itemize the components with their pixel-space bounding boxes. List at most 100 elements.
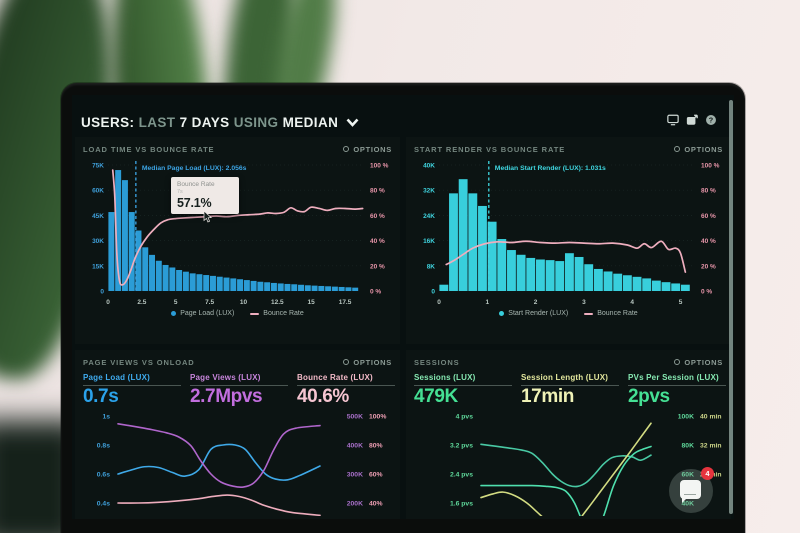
notification-badge: 4 — [701, 467, 714, 480]
svg-text:100 %: 100 % — [701, 163, 720, 170]
metric-bounce-rate: Bounce Rate (LUX) 40.6% — [297, 373, 395, 408]
svg-text:80 %: 80 % — [701, 188, 716, 195]
chat-bubble-icon — [680, 480, 701, 503]
svg-text:2.4 pvs: 2.4 pvs — [450, 472, 473, 479]
metric-value: 40.6% — [297, 386, 349, 407]
panel-title: START RENDER VS BOUNCE RATE — [414, 144, 566, 154]
svg-text:1s: 1s — [102, 414, 110, 421]
chevron-down-icon — [346, 118, 359, 127]
monitor-icon[interactable] — [667, 114, 679, 126]
metric-value: 17min — [521, 386, 574, 407]
svg-text:200K: 200K — [347, 501, 363, 508]
panel-start-render: START RENDER VS BOUNCE RATE OPTIONS 0 0 %… — [406, 137, 731, 344]
svg-text:40K: 40K — [423, 163, 435, 170]
dashboard-screen: USERS: LAST 7 DAYS USING MEDIAN ? LOAD T… — [72, 95, 734, 519]
chat-widget-button[interactable]: 4 — [669, 467, 714, 513]
legend-line-icon — [250, 312, 260, 315]
svg-text:100%: 100% — [369, 414, 386, 421]
metric-label: Page Load (LUX) — [83, 373, 181, 386]
legend-bounce-rate: Bounce Rate — [584, 310, 638, 317]
options-button[interactable]: OPTIONS — [343, 358, 392, 367]
svg-text:0 %: 0 % — [701, 289, 712, 296]
svg-text:3.2 pvs: 3.2 pvs — [450, 443, 473, 450]
svg-text:400K: 400K — [347, 443, 363, 450]
svg-text:300K: 300K — [347, 472, 363, 479]
panel-title: SESSIONS — [414, 357, 460, 367]
svg-text:24K: 24K — [423, 213, 435, 220]
legend-start-render: Start Render (LUX) — [499, 310, 568, 317]
svg-text:15: 15 — [308, 299, 316, 306]
svg-text:0 %: 0 % — [370, 289, 381, 296]
svg-text:0: 0 — [100, 289, 104, 296]
svg-text:40%: 40% — [369, 501, 383, 508]
users-filter-dropdown[interactable]: USERS: LAST 7 DAYS USING MEDIAN — [81, 115, 359, 130]
sessions-chart[interactable]: 4 pvs 100K 40 min 3.2 pvs 80K 32 min 2.4 pvs 60… — [411, 408, 727, 516]
help-icon[interactable]: ? — [705, 114, 717, 126]
options-button[interactable]: OPTIONS — [674, 358, 723, 367]
gear-icon — [343, 146, 350, 152]
metric-label: Session Length (LUX) — [521, 373, 619, 386]
svg-text:4 pvs: 4 pvs — [456, 414, 474, 421]
options-button[interactable]: OPTIONS — [343, 145, 392, 154]
svg-text:40 %: 40 % — [701, 238, 716, 245]
svg-text:60K: 60K — [682, 472, 695, 479]
svg-text:100 %: 100 % — [370, 163, 389, 170]
gear-icon — [343, 359, 350, 365]
svg-text:60%: 60% — [369, 472, 383, 479]
svg-text:32 min: 32 min — [700, 443, 722, 450]
panel-sessions: SESSIONS OPTIONS Sessions (LUX) 479K Ses… — [406, 350, 731, 519]
svg-text:5: 5 — [679, 299, 683, 306]
tooltip-value: 57.1% — [177, 196, 212, 210]
svg-text:8K: 8K — [427, 263, 436, 270]
svg-text:40 %: 40 % — [370, 238, 385, 245]
svg-text:7.5: 7.5 — [205, 299, 214, 306]
metric-label: Page Views (LUX) — [190, 373, 288, 386]
legend-line-icon — [584, 312, 594, 315]
page-views-chart[interactable]: 1s 500K 100% 0.8s 400K 80% 0.6s 300K 60% 0.4s 200K… — [80, 408, 396, 516]
svg-text:20 %: 20 % — [701, 263, 716, 270]
svg-text:80 %: 80 % — [370, 188, 385, 195]
svg-text:1.6 pvs: 1.6 pvs — [450, 501, 473, 508]
svg-text:0.4s: 0.4s — [97, 501, 110, 508]
svg-text:30K: 30K — [92, 238, 104, 245]
svg-text:?: ? — [709, 115, 714, 124]
legend-dot-icon — [499, 311, 505, 316]
tooltip-title: Bounce Rate — [177, 181, 215, 188]
metric-page-views: Page Views (LUX) 2.7Mpvs — [190, 373, 288, 408]
svg-text:20 %: 20 % — [370, 263, 385, 270]
svg-text:75K: 75K — [92, 163, 104, 170]
svg-text:40K: 40K — [682, 501, 695, 508]
svg-text:40 min: 40 min — [700, 414, 722, 421]
legend-page-load: Page Load (LUX) — [171, 310, 234, 317]
legend-bounce-rate: Bounce Rate — [250, 310, 304, 317]
svg-text:12.5: 12.5 — [271, 299, 284, 306]
dashboard-grid: LOAD TIME VS BOUNCE RATE OPTIONS 0 0 % 15K… — [75, 137, 731, 519]
range-value: 7 DAYS — [179, 115, 230, 130]
svg-text:0.6s: 0.6s — [97, 472, 110, 479]
share-icon[interactable] — [686, 114, 698, 126]
svg-text:32K: 32K — [423, 188, 435, 195]
metric-pvs-per-session: PVs Per Session (LUX) 2pvs — [628, 373, 726, 408]
svg-text:500K: 500K — [347, 414, 363, 421]
scrollbar[interactable] — [729, 100, 733, 514]
users-label: USERS: — [81, 115, 135, 130]
svg-text:16K: 16K — [423, 238, 435, 245]
start-render-chart[interactable]: 0 0 % 8K 20 % 16K 40 % 24K 60 % 32K 80 % 40K 100 % 0… — [411, 157, 727, 309]
svg-text:0.8s: 0.8s — [97, 443, 110, 450]
global-filter-bar: USERS: LAST 7 DAYS USING MEDIAN ? — [81, 114, 725, 134]
metric-value: 0.7s — [83, 386, 119, 407]
svg-text:80K: 80K — [682, 443, 695, 450]
gear-icon — [674, 359, 681, 365]
svg-text:15K: 15K — [92, 263, 104, 270]
svg-text:0: 0 — [437, 299, 441, 306]
metric-value: 2pvs — [628, 386, 670, 407]
options-button[interactable]: OPTIONS — [674, 145, 723, 154]
svg-text:60K: 60K — [92, 188, 104, 195]
svg-text:45K: 45K — [92, 213, 104, 220]
svg-text:5: 5 — [174, 299, 178, 306]
using-label: USING — [233, 115, 279, 130]
svg-text:0: 0 — [106, 299, 110, 306]
svg-text:80%: 80% — [369, 443, 383, 450]
svg-text:4: 4 — [630, 299, 634, 306]
